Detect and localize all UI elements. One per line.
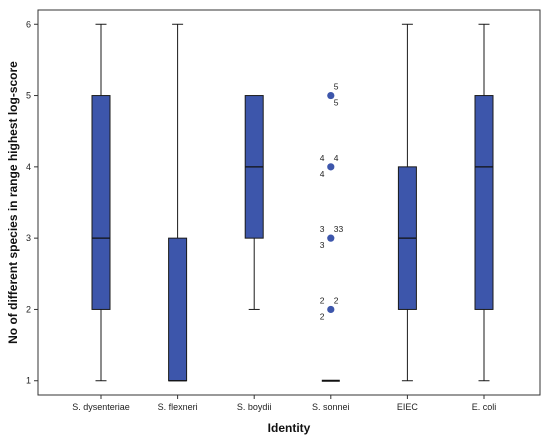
outlier-label: 2 [320,295,325,305]
y-tick-label: 4 [26,162,31,172]
x-tick-label: EIEC [397,402,419,412]
outlier-label: 3 [320,224,325,234]
box-body [168,237,188,382]
outlier-label: 33 [334,224,344,234]
x-tick-label: S. flexneri [158,402,198,412]
plot-frame [37,9,541,396]
outlier-point [327,163,335,171]
x-axis-title: Identity [268,421,311,435]
box-body [91,95,111,310]
x-tick-label: S. boydii [237,402,272,412]
y-tick-label: 1 [26,376,31,386]
y-tick-label: 6 [26,19,31,29]
y-tick-label: 2 [26,304,31,314]
outlier-label: 4 [320,153,325,163]
outlier-point [327,305,335,314]
outlier-label: 4 [334,153,339,163]
outlier-label: 3 [320,240,325,250]
x-tick-label: S. sonnei [312,402,350,412]
y-axis-title: No of different species in range highest… [6,61,20,344]
outlier-point [327,234,335,242]
box-body [474,95,494,310]
outlier-label: 5 [334,98,339,108]
outlier-point [327,91,335,100]
y-tick-label: 3 [26,233,31,243]
x-tick-label: E. coli [472,402,497,412]
x-tick-label: S. dysenteriae [72,402,130,412]
y-tick-label: 5 [26,91,31,101]
outlier-label: 2 [334,295,339,305]
outlier-label: 2 [320,311,325,321]
outlier-label: 5 [334,82,339,92]
outlier-label: 4 [320,169,325,179]
